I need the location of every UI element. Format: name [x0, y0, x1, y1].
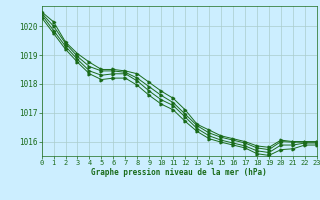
X-axis label: Graphe pression niveau de la mer (hPa): Graphe pression niveau de la mer (hPa)	[91, 168, 267, 177]
